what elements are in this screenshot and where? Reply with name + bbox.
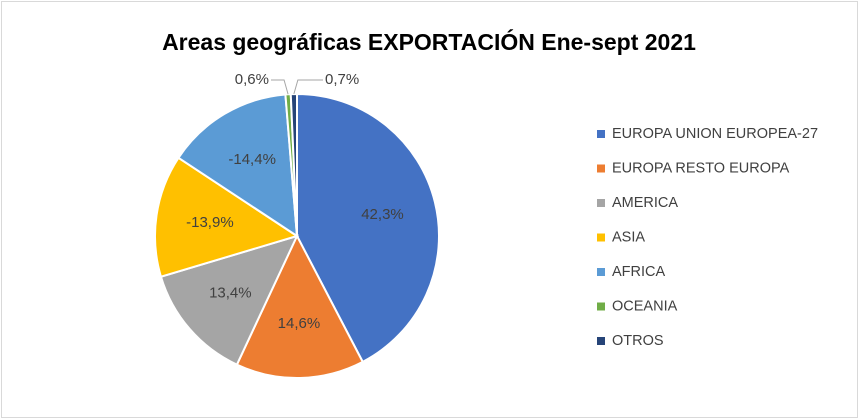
legend-swatch [597,302,605,311]
pie-slice [177,93,299,238]
legend-swatch [597,337,605,345]
leader-line [293,79,323,95]
legend-label: ASIA [612,229,645,245]
pie-slice [296,92,440,364]
legend-label: EUROPA UNION EUROPEA-27 [612,126,818,142]
data-label: 42,3% [361,206,404,223]
data-label: 0,7% [325,71,359,88]
data-label: 14,6% [278,315,321,332]
legend-label: AMERICA [612,195,678,211]
pie-slice [289,92,298,237]
legend-label: OCEANIA [612,298,678,314]
legend-label: OTROS [612,333,664,349]
legend-swatch [597,164,605,173]
legend-label: EUROPA RESTO EUROPA [612,160,790,176]
data-label: -13,9% [186,214,234,231]
pie-slice [154,156,300,278]
data-label: 0,6% [235,71,269,88]
legend-swatch [597,130,605,138]
leader-line [271,79,289,95]
data-label: 13,4% [209,285,252,302]
pie-slice [159,234,299,366]
legend-swatch [597,268,605,276]
chart-title: Areas geográficas EXPORTACIÓN Ene-sept 2… [162,28,696,55]
legend-swatch [597,199,605,207]
legend-swatch [597,233,605,242]
legend-label: AFRICA [612,264,666,280]
pie-slice [235,233,365,379]
data-label: -14,4% [228,151,276,168]
